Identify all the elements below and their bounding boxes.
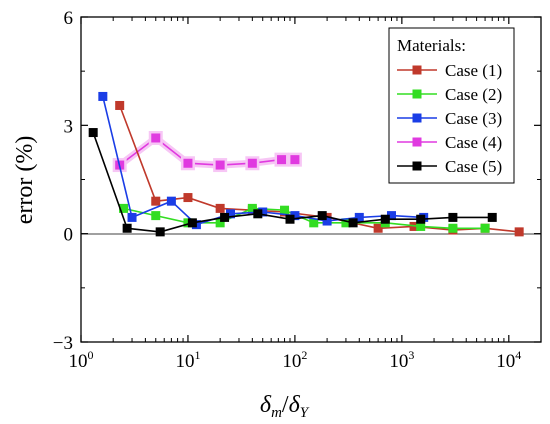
legend-item: Case (4) [397,133,502,152]
x-tick-label: 104 [496,348,521,372]
legend-marker [412,137,422,147]
data-point [514,227,524,237]
data-point [448,223,458,233]
legend-label: Case (1) [445,61,502,80]
y-tick-label: −3 [53,333,73,354]
data-point [115,100,125,110]
x-axis-label: δm/δY [260,392,310,421]
data-point [183,193,193,203]
data-point [341,218,351,228]
data-point [247,158,257,168]
data-point [226,209,236,219]
legend-marker [412,65,422,75]
legend-item: Case (1) [397,61,502,80]
data-point [151,211,161,221]
data-point [386,211,396,221]
y-axis-label: error (%) [12,136,38,225]
data-point [354,212,364,222]
data-point [183,158,193,168]
legend-label: Case (2) [445,85,502,104]
data-point [151,133,161,143]
data-point [480,223,490,233]
data-point [253,209,263,219]
legend-box [388,27,515,184]
data-point [380,214,390,224]
legend-label: Case (3) [445,109,502,128]
data-point [166,196,176,206]
data-point [277,155,287,165]
data-point [309,218,319,228]
legend-title: Materials: [397,36,466,55]
data-point [187,218,197,228]
data-point [155,227,165,237]
legend-item: Case (2) [397,85,502,104]
data-point [258,207,268,217]
data-point [122,223,132,233]
x-tick-label: 100 [69,348,94,372]
series-5 [88,128,497,237]
data-point [348,218,358,228]
data-point [322,216,332,226]
legend-marker [412,89,422,99]
legend-marker [412,113,422,123]
data-point [220,212,230,222]
data-point [215,160,225,170]
data-point [119,203,129,213]
x-tick-label: 101 [175,348,200,372]
series-line [118,105,520,233]
series-4 [112,130,302,173]
data-point [448,212,458,222]
data-point [280,205,290,215]
x-tick-label: 103 [389,348,414,372]
legend-marker [412,161,422,171]
data-point [247,203,257,213]
data-point [127,212,137,222]
x-tick-label: 102 [282,348,307,372]
data-point [416,214,426,224]
legend-label: Case (4) [445,133,502,152]
y-tick-label: 0 [64,225,74,246]
data-point [98,91,108,101]
data-point [416,221,426,231]
data-point [317,211,327,221]
data-point [215,218,225,228]
y-tick-label: 6 [64,8,74,29]
data-point [290,211,300,221]
y-tick-label: 3 [64,116,74,137]
data-point [373,223,383,233]
data-point [151,196,161,206]
legend-item: Case (5) [397,157,502,176]
legend-label: Case (5) [445,157,502,176]
data-point [215,203,225,213]
data-point [487,212,497,222]
legend: Materials: Case (1) Case (2) Case (3) Case … [388,27,515,184]
legend-item: Case (3) [397,109,502,128]
data-point [290,155,300,165]
data-point [88,128,98,138]
data-point [285,214,295,224]
